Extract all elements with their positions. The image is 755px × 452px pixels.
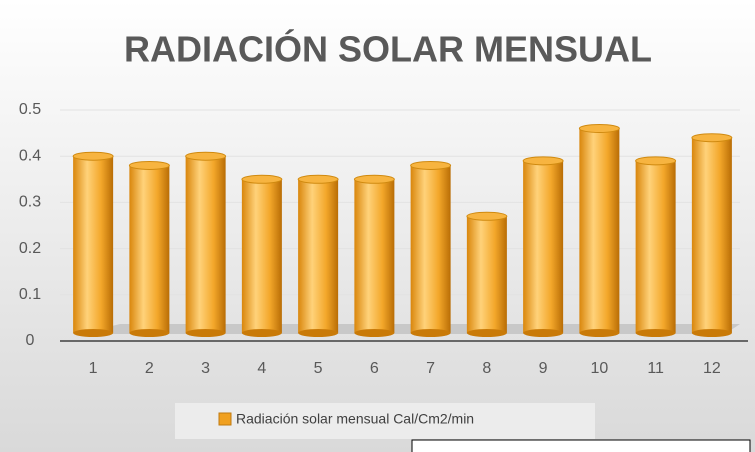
x-tick-label: 4 — [257, 360, 266, 377]
bar-top — [522, 156, 564, 166]
bar-top — [72, 151, 114, 161]
x-tick-label: 8 — [482, 360, 491, 377]
bar — [129, 165, 170, 333]
bar — [466, 216, 507, 333]
y-tick-label: 0 — [26, 332, 35, 349]
bar-base — [129, 329, 170, 337]
bar — [523, 160, 564, 333]
bar — [185, 156, 226, 333]
bar — [410, 165, 451, 333]
x-tick-label: 10 — [590, 360, 608, 377]
chart-title: RADIACIÓN SOLAR MENSUAL — [124, 28, 652, 70]
bar — [354, 179, 395, 333]
x-tick-label: 7 — [426, 360, 435, 377]
x-tick-label: 12 — [703, 360, 721, 377]
bar-base — [635, 329, 676, 337]
bar-top — [635, 156, 677, 166]
bar — [241, 179, 282, 333]
bar-top — [578, 123, 620, 133]
bar — [691, 137, 732, 333]
bar-top — [691, 133, 733, 143]
bar-base — [185, 329, 226, 337]
bar-base — [73, 329, 114, 337]
bar-top — [297, 174, 339, 184]
bar-base — [523, 329, 564, 337]
bar-top — [466, 211, 508, 221]
x-tick-label: 9 — [539, 360, 548, 377]
bar-top — [410, 160, 452, 170]
bar — [298, 179, 339, 333]
legend — [175, 403, 595, 439]
bar-top — [353, 174, 395, 184]
y-tick-label: 0.5 — [19, 101, 41, 118]
bar-top — [241, 174, 283, 184]
x-tick-label: 11 — [647, 360, 664, 377]
bar-base — [298, 329, 339, 337]
y-tick-label: 0.3 — [19, 194, 41, 211]
bar — [73, 156, 114, 333]
y-tick-label: 0.1 — [19, 286, 41, 303]
bar-base — [579, 329, 620, 337]
x-tick-label: 3 — [201, 360, 210, 377]
y-tick-label: 0.4 — [19, 147, 41, 164]
bar — [579, 128, 620, 333]
legend-label: Radiación solar mensual Cal/Cm2/min — [236, 411, 474, 427]
bar-base — [691, 329, 732, 337]
legend-swatch — [218, 412, 232, 426]
x-tick-label: 6 — [370, 360, 379, 377]
x-tick-label: 1 — [89, 360, 98, 377]
bar-base — [410, 329, 451, 337]
bar-top — [185, 151, 227, 161]
x-tick-label: 5 — [314, 360, 323, 377]
bar-base — [354, 329, 395, 337]
overlay-box — [411, 439, 751, 452]
bar-top — [128, 160, 170, 170]
y-tick-label: 0.2 — [19, 240, 41, 257]
bar — [635, 160, 676, 333]
bar-base — [241, 329, 282, 337]
bar-base — [466, 329, 507, 337]
x-tick-label: 2 — [145, 360, 154, 377]
